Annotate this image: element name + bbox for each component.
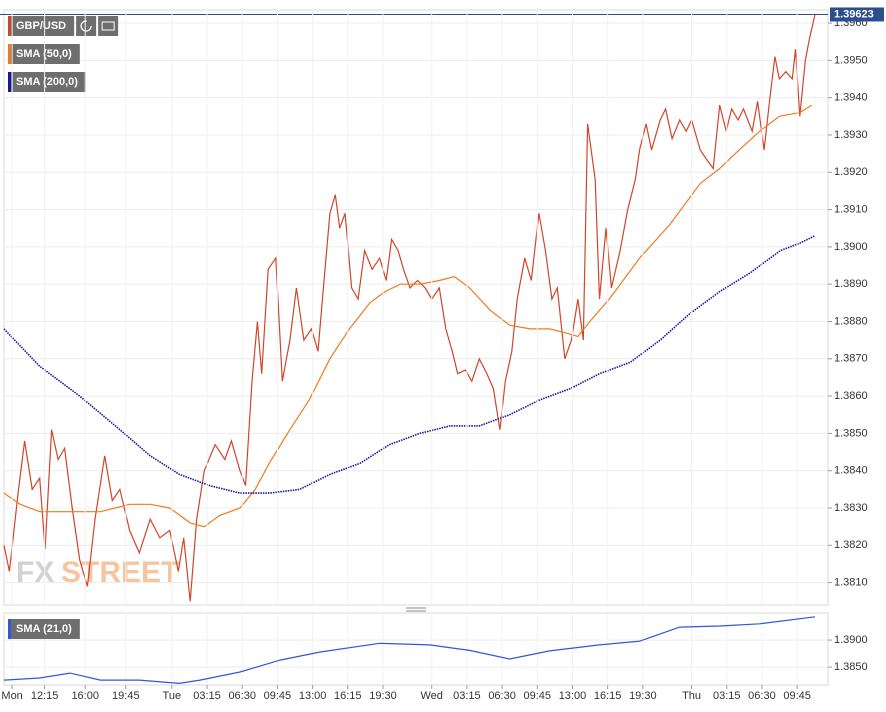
panel-resize-handle[interactable] bbox=[406, 607, 426, 612]
y-tick-label: 1.3810 bbox=[834, 577, 868, 589]
legend-item[interactable]: GBP/USD bbox=[8, 16, 75, 36]
legend-item[interactable]: SMA (50,0) bbox=[8, 44, 80, 64]
refresh-button[interactable] bbox=[76, 16, 97, 36]
legend-label: GBP/USD bbox=[16, 20, 66, 32]
legend-swatch bbox=[8, 72, 11, 92]
y-tick-label: 1.3930 bbox=[834, 129, 868, 141]
x-tick-label: 09:45 bbox=[783, 690, 811, 702]
y-tick-label: 1.3910 bbox=[834, 203, 868, 215]
legend-box bbox=[8, 16, 75, 36]
refresh-icon bbox=[80, 20, 92, 32]
legend-box bbox=[8, 72, 86, 92]
y-tick-label: 1.3850 bbox=[834, 427, 868, 439]
x-tick-label: 19:30 bbox=[369, 690, 397, 702]
x-tick-label: 06:30 bbox=[488, 690, 516, 702]
y-tick-label: 1.3900 bbox=[834, 634, 868, 646]
x-tick-label: 16:15 bbox=[594, 690, 622, 702]
last-price-label: 1.39623 bbox=[834, 8, 874, 20]
x-tick-label: 09:45 bbox=[264, 690, 292, 702]
y-tick-label: 1.3870 bbox=[834, 353, 868, 365]
legend-label: SMA (50,0) bbox=[16, 48, 72, 60]
watermark: FX STREET bbox=[16, 556, 179, 589]
menu-icon bbox=[101, 21, 115, 31]
series-line bbox=[3, 234, 816, 494]
x-tick-label: Thu bbox=[682, 690, 701, 702]
x-tick-label: 16:00 bbox=[71, 690, 99, 702]
y-tick-label: 1.3920 bbox=[834, 166, 868, 178]
x-tick-label: Tue bbox=[163, 690, 182, 702]
menu-button[interactable] bbox=[98, 16, 119, 36]
y-tick-label: 1.3890 bbox=[834, 278, 868, 290]
x-tick-label: 12:15 bbox=[31, 690, 59, 702]
x-tick-label: 19:45 bbox=[112, 690, 140, 702]
y-tick-label: 1.3860 bbox=[834, 390, 868, 402]
legend-label: SMA (200,0) bbox=[16, 76, 78, 88]
legend-item[interactable]: SMA (21,0) bbox=[8, 619, 80, 639]
series-line bbox=[3, 14, 816, 602]
x-tick-label: Wed bbox=[420, 690, 442, 702]
legend-box bbox=[8, 44, 80, 64]
y-tick-label: 1.3880 bbox=[834, 315, 868, 327]
y-tick-label: 1.3900 bbox=[834, 241, 868, 253]
y-tick-label: 1.3940 bbox=[834, 92, 868, 104]
x-tick-label: 03:15 bbox=[453, 690, 481, 702]
y-tick-label: 1.3830 bbox=[834, 502, 868, 514]
legend-box bbox=[8, 619, 80, 639]
sub-panel bbox=[3, 612, 829, 686]
series-line bbox=[3, 616, 816, 685]
y-tick-label: 1.3820 bbox=[834, 539, 868, 551]
legend-item[interactable]: SMA (200,0) bbox=[8, 72, 86, 92]
y-tick-label: 1.3950 bbox=[834, 54, 868, 66]
x-tick-label: 13:00 bbox=[559, 690, 587, 702]
series-line bbox=[3, 104, 813, 528]
legend-swatch bbox=[8, 619, 11, 639]
watermark-fx: FX bbox=[16, 556, 54, 589]
x-tick-label: 19:30 bbox=[629, 690, 657, 702]
legend-label: SMA (21,0) bbox=[16, 623, 72, 635]
x-tick-label: 03:15 bbox=[193, 690, 221, 702]
y-tick-label: 1.3840 bbox=[834, 465, 868, 477]
y-tick-label: 1.3850 bbox=[834, 661, 868, 673]
legend-swatch bbox=[8, 44, 11, 64]
x-tick-label: 06:30 bbox=[228, 690, 256, 702]
x-tick-label: 03:15 bbox=[713, 690, 741, 702]
x-tick-label: 06:30 bbox=[748, 690, 776, 702]
x-tick-label: 16:15 bbox=[334, 690, 362, 702]
main-panel bbox=[3, 9, 829, 606]
x-tick-label: 09:45 bbox=[524, 690, 552, 702]
x-tick-label: 13:00 bbox=[299, 690, 327, 702]
x-tick-label: Mon bbox=[1, 690, 22, 702]
legend-swatch bbox=[8, 16, 11, 36]
last-price-box bbox=[830, 7, 884, 22]
watermark-street: STREET bbox=[61, 556, 179, 589]
